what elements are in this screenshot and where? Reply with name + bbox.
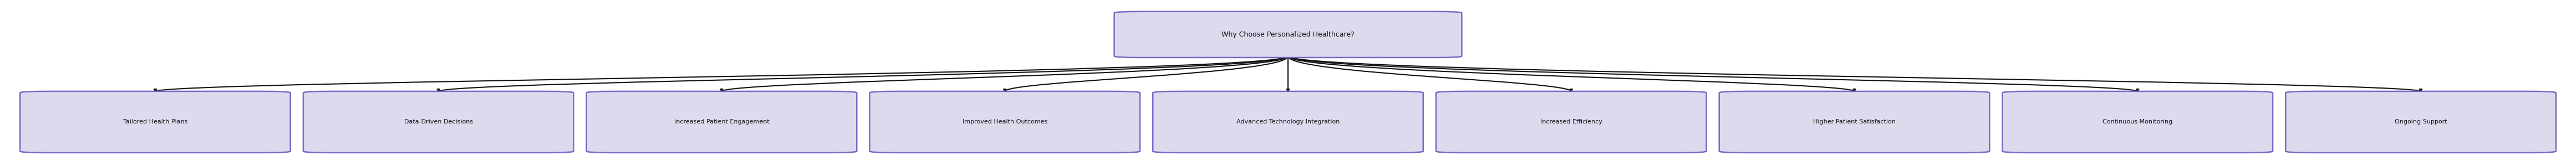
FancyArrowPatch shape [1288, 56, 1571, 92]
FancyBboxPatch shape [21, 91, 291, 153]
FancyBboxPatch shape [2002, 91, 2272, 153]
FancyArrowPatch shape [1288, 56, 1855, 92]
FancyBboxPatch shape [1718, 91, 1989, 153]
FancyBboxPatch shape [2285, 91, 2555, 153]
Text: Increased Efficiency: Increased Efficiency [1540, 119, 1602, 125]
FancyArrowPatch shape [1288, 56, 2138, 92]
FancyArrowPatch shape [1005, 56, 1288, 92]
FancyBboxPatch shape [871, 91, 1141, 153]
Text: Continuous Monitoring: Continuous Monitoring [2102, 119, 2172, 125]
FancyBboxPatch shape [587, 91, 858, 153]
Text: Why Choose Personalized Healthcare?: Why Choose Personalized Healthcare? [1221, 31, 1355, 38]
FancyArrowPatch shape [438, 56, 1288, 92]
FancyArrowPatch shape [721, 56, 1288, 92]
FancyBboxPatch shape [1435, 91, 1705, 153]
Text: Increased Patient Engagement: Increased Patient Engagement [675, 119, 770, 125]
FancyArrowPatch shape [155, 56, 1288, 92]
Text: Data-Driven Decisions: Data-Driven Decisions [404, 119, 474, 125]
Text: Advanced Technology Integration: Advanced Technology Integration [1236, 119, 1340, 125]
Text: Tailored Health Plans: Tailored Health Plans [124, 119, 188, 125]
FancyBboxPatch shape [1115, 11, 1461, 58]
Text: Improved Health Outcomes: Improved Health Outcomes [963, 119, 1048, 125]
Text: Ongoing Support: Ongoing Support [2396, 119, 2447, 125]
Text: Higher Patient Satisfaction: Higher Patient Satisfaction [1814, 119, 1896, 125]
FancyArrowPatch shape [1288, 56, 2421, 92]
FancyBboxPatch shape [1154, 91, 1422, 153]
FancyBboxPatch shape [304, 91, 574, 153]
